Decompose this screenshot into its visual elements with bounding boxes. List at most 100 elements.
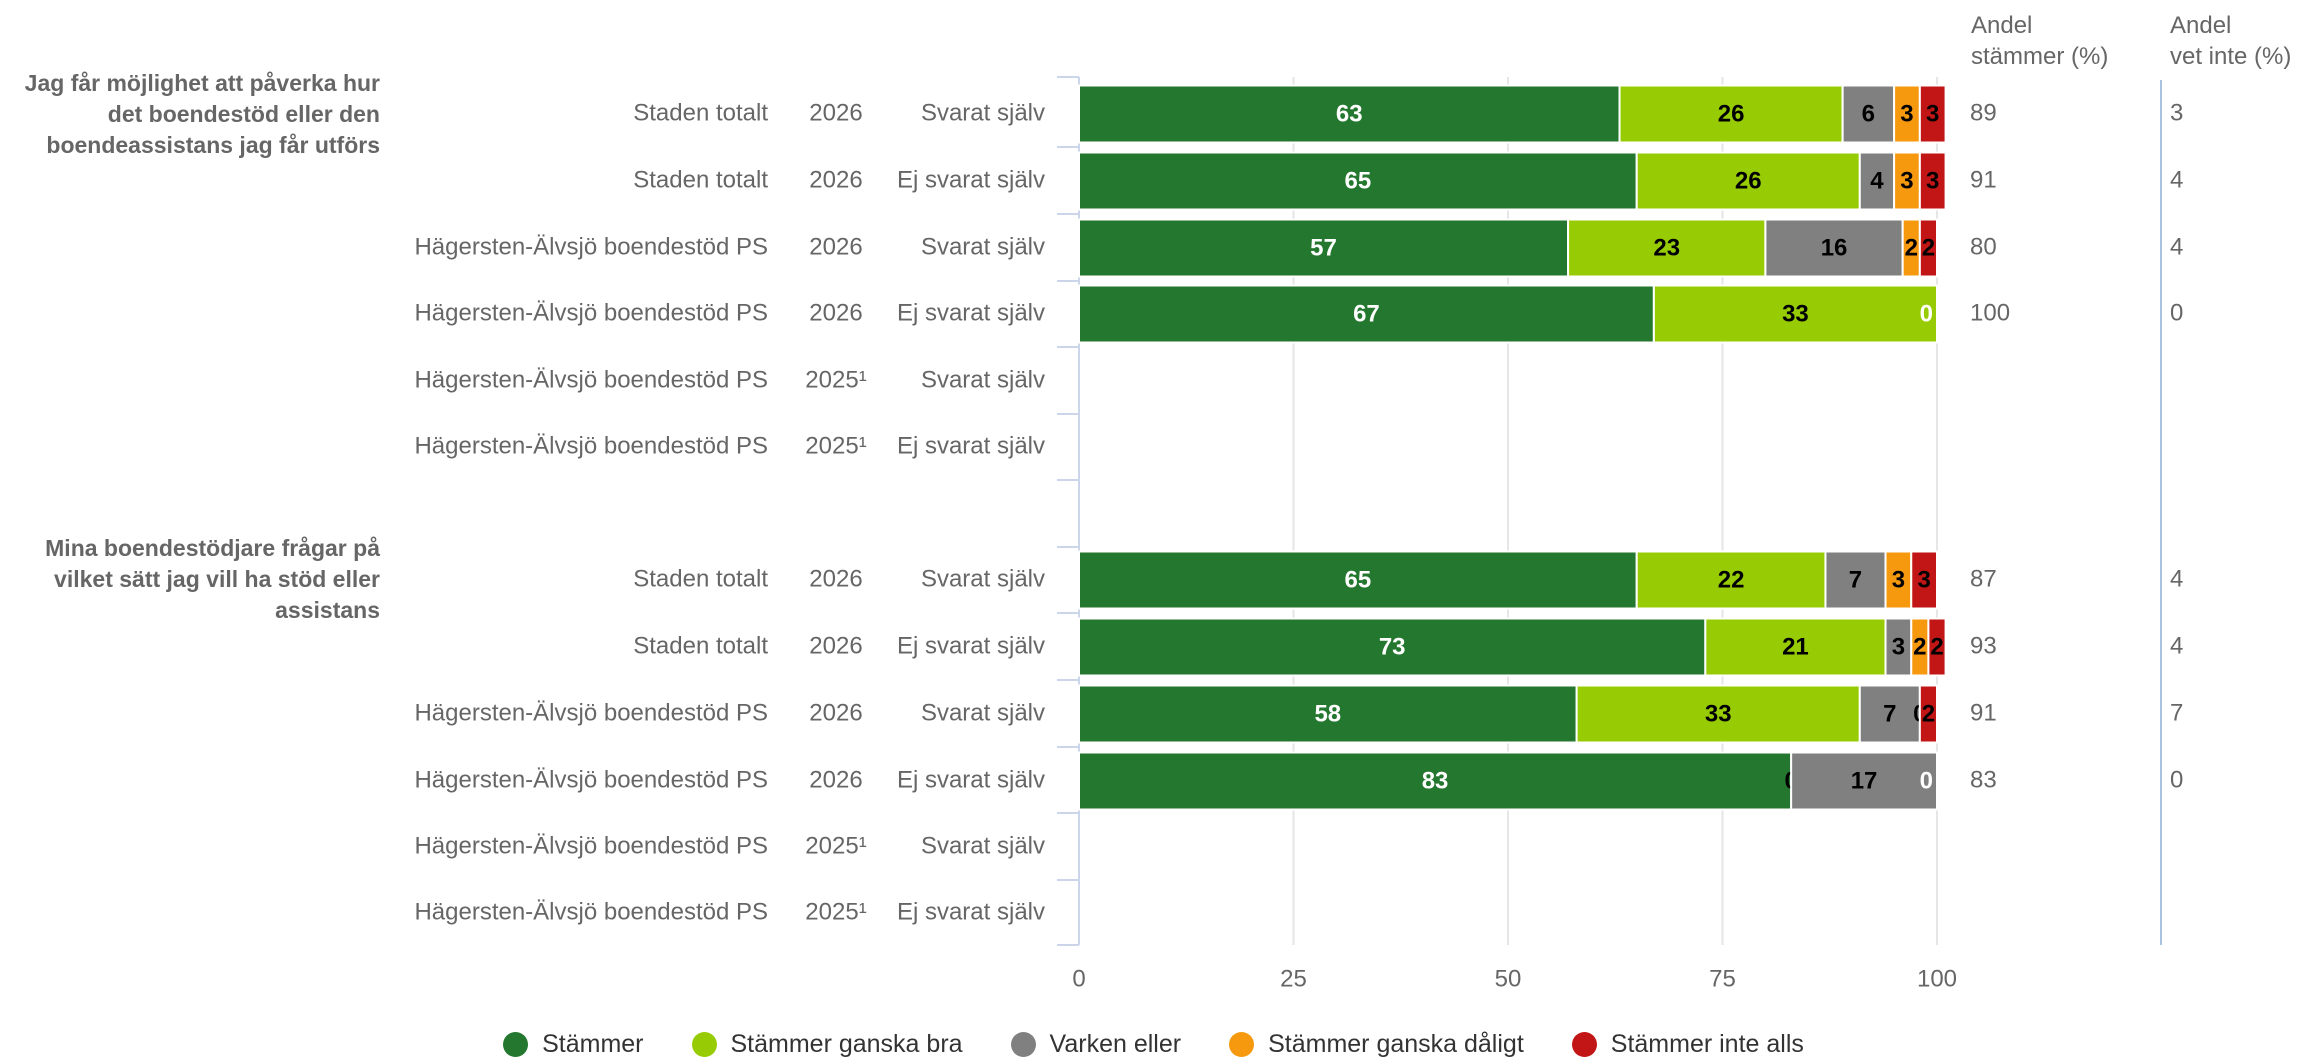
data-label: 83 (1422, 767, 1449, 794)
row-label-unit: Staden totalt (633, 565, 768, 592)
row-label-respondent: Svarat själv (921, 832, 1045, 859)
row-label-year: 2025¹ (805, 366, 866, 393)
row-label-respondent: Svarat själv (921, 565, 1045, 592)
row-label-unit: Hägersten-Älvsjö boendestöd PS (414, 432, 768, 459)
share-agree-value: 80 (1970, 233, 1997, 260)
bar-segment (1858, 684, 1921, 744)
share-agree-value: 83 (1970, 766, 1997, 793)
data-label: 65 (1344, 566, 1371, 593)
row-label-year: 2026 (809, 299, 862, 326)
row-label-year: 2025¹ (805, 898, 866, 925)
legend-item-varken-eller[interactable]: Varken eller (1010, 1030, 1181, 1059)
bar-segment (1893, 84, 1921, 144)
bar-segment (1652, 284, 1938, 344)
row-label-unit: Hägersten-Älvsjö boendestöd PS (414, 699, 768, 726)
row-label-respondent: Ej svarat själv (897, 632, 1045, 659)
row-label-year: 2026 (809, 565, 862, 592)
legend-item-stammer-inte-alls[interactable]: Stämmer inte alls (1571, 1030, 1804, 1059)
legend-item-stammer-ganska-daligt[interactable]: Stämmer ganska dåligt (1229, 1030, 1524, 1059)
bar-segment (1910, 550, 1939, 610)
header-share-dont-know: Andel vet inte (%) (2170, 12, 2292, 70)
share-dont-know-value: 4 (2170, 565, 2183, 592)
bar-segment (1918, 84, 1947, 144)
bar-segment (1918, 151, 1947, 211)
row-label-unit: Staden totalt (633, 166, 768, 193)
x-tick-label: 50 (1495, 965, 1522, 992)
bar-segment (1078, 84, 1621, 144)
question-title-1: Jag får möjlighet att påverka hur det bo… (24, 70, 380, 158)
x-tick-label: 25 (1280, 965, 1307, 992)
share-dont-know-value: 3 (2170, 99, 2183, 126)
data-label: 3 (1926, 167, 1939, 194)
row-label-unit: Hägersten-Älvsjö boendestöd PS (414, 766, 768, 793)
share-dont-know-value: 4 (2170, 233, 2183, 260)
data-label: 22 (1718, 566, 1745, 593)
row-label-respondent: Ej svarat själv (897, 432, 1045, 459)
bar-segment (1893, 151, 1921, 211)
data-label: 3 (1917, 566, 1930, 593)
bar-segment (1567, 218, 1767, 278)
data-label: 2 (1905, 234, 1918, 261)
data-label: 33 (1705, 700, 1732, 727)
legend-dot-icon (1229, 1032, 1255, 1057)
data-label: 3 (1892, 566, 1905, 593)
row-label-unit: Hägersten-Älvsjö boendestöd PS (414, 898, 768, 925)
bar-segment (1635, 550, 1827, 610)
data-label: 2 (1922, 234, 1935, 261)
data-label: 23 (1653, 234, 1680, 261)
bar-segment (1078, 751, 1793, 811)
share-dont-know-value: 0 (2170, 766, 2183, 793)
share-agree-value: 93 (1970, 632, 1997, 659)
row-label-unit: Staden totalt (633, 632, 768, 659)
data-label: 2 (1930, 633, 1943, 660)
share-dont-know-value: 7 (2170, 699, 2183, 726)
share-agree-value: 89 (1970, 99, 1997, 126)
bar-segment (1790, 751, 1939, 811)
bar-segment (1575, 684, 1861, 744)
data-label: 0 (1920, 300, 1933, 327)
bar-segment (1927, 617, 1947, 677)
legend-item-stammer[interactable]: Stämmer (503, 1030, 644, 1059)
data-label: 73 (1379, 633, 1406, 660)
row-label-unit: Hägersten-Älvsjö boendestöd PS (414, 299, 768, 326)
data-label: 3 (1900, 167, 1913, 194)
share-agree-value: 91 (1970, 699, 1997, 726)
share-agree-value: 100 (1970, 299, 2010, 326)
row-label-respondent: Ej svarat själv (897, 299, 1045, 326)
row-label-year: 2026 (809, 766, 862, 793)
bar-segment (1918, 684, 1938, 744)
legend-dot-icon (1010, 1032, 1036, 1057)
data-label: 3 (1892, 633, 1905, 660)
row-label-respondent: Svarat själv (921, 366, 1045, 393)
x-tick-label: 100 (1917, 965, 1957, 992)
data-label: 6 (1862, 100, 1875, 127)
legend-item-stammer-ganska-bra[interactable]: Stämmer ganska bra (691, 1030, 963, 1059)
data-label: 3 (1926, 100, 1939, 127)
row-label-year: 2026 (809, 233, 862, 260)
row-label-respondent: Ej svarat själv (897, 166, 1045, 193)
data-label: 65 (1344, 167, 1371, 194)
row-label-unit: Hägersten-Älvsjö boendestöd PS (414, 233, 768, 260)
row-label-year: 2026 (809, 632, 862, 659)
data-label: 7 (1883, 700, 1896, 727)
data-label: 26 (1735, 167, 1762, 194)
share-dont-know-value: 0 (2170, 299, 2183, 326)
x-tick-label: 75 (1709, 965, 1736, 992)
data-label: 58 (1314, 700, 1341, 727)
row-label-unit: Staden totalt (633, 99, 768, 126)
data-label: 26 (1718, 100, 1745, 127)
data-label: 3 (1900, 100, 1913, 127)
share-agree-value: 87 (1970, 565, 1997, 592)
x-tick-label: 0 (1072, 965, 1085, 992)
bar-segment (1078, 684, 1578, 744)
row-label-year: 2026 (809, 699, 862, 726)
data-label: 2 (1922, 700, 1935, 727)
data-label: 4 (1870, 167, 1884, 194)
row-label-year: 2025¹ (805, 432, 866, 459)
data-label: 0 (1920, 767, 1933, 794)
bar-segment (1704, 617, 1887, 677)
data-label: 2 (1913, 633, 1926, 660)
bar-segment (1078, 617, 1707, 677)
bar-segment (1918, 218, 1938, 278)
